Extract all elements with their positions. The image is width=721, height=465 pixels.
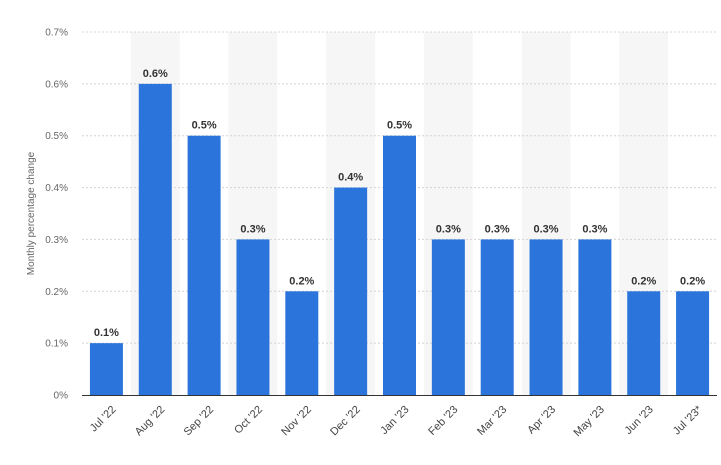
x-tick-label: Apr '23 [525, 404, 558, 437]
bar[interactable] [627, 291, 661, 395]
data-labels: 0.1% 0.6% 0.5% 0.3% 0.2% 0.4% 0.5% 0.3% 0.3% 0.3%… [94, 68, 705, 339]
data-label: 0.3% [436, 223, 461, 235]
bar[interactable] [187, 135, 221, 395]
y-axis-label: Monthly percentage change [26, 151, 37, 275]
y-tick-label: 0% [54, 391, 69, 402]
x-axis-ticks: Jul '22 Aug '22 Sep '22 Oct '22 Nov '22 Dec '… [88, 403, 705, 439]
y-tick-label: 0.7% [45, 28, 68, 39]
y-tick-label: 0.6% [45, 79, 68, 90]
y-tick-label: 0.3% [45, 235, 68, 246]
x-tick-label: Jan '23 [378, 404, 411, 437]
data-label: 0.5% [387, 120, 412, 132]
data-label: 0.5% [192, 120, 217, 132]
y-tick-label: 0.1% [45, 339, 68, 350]
data-label: 0.2% [680, 275, 705, 287]
x-tick-label: Jul '22 [88, 404, 119, 435]
y-tick-label: 0.2% [45, 287, 68, 298]
data-label: 0.1% [94, 327, 119, 339]
bar[interactable] [138, 83, 172, 395]
bar[interactable] [529, 239, 563, 395]
data-label: 0.3% [582, 223, 607, 235]
x-tick-label: Mar '23 [475, 404, 509, 438]
bar[interactable] [236, 239, 270, 395]
x-tick-label: Oct '22 [232, 404, 265, 437]
bar[interactable] [480, 239, 514, 395]
bar[interactable] [334, 187, 368, 395]
bar[interactable] [285, 291, 319, 395]
bar[interactable] [383, 135, 416, 395]
bar[interactable] [431, 239, 465, 395]
x-tick-label: May '23 [572, 404, 607, 439]
x-tick-label: Sep '22 [182, 404, 217, 439]
bar[interactable] [676, 291, 710, 395]
y-axis-ticks: 0% 0.1% 0.2% 0.3% 0.4% 0.5% 0.6% 0.7% [45, 28, 68, 402]
data-label: 0.3% [533, 223, 558, 235]
data-label: 0.6% [143, 68, 168, 80]
x-tick-label: Aug '22 [133, 404, 168, 439]
data-label: 0.2% [289, 275, 314, 287]
data-label: 0.2% [631, 275, 656, 287]
x-tick-label: Jul '23* [671, 403, 705, 437]
data-label: 0.3% [485, 223, 510, 235]
data-label: 0.3% [240, 223, 265, 235]
y-tick-label: 0.5% [45, 131, 68, 142]
y-tick-label: 0.4% [45, 183, 68, 194]
bar[interactable] [578, 239, 612, 395]
x-tick-label: Jun '23 [623, 404, 656, 437]
bar[interactable] [89, 343, 123, 395]
bars [89, 83, 710, 395]
x-tick-label: Nov '22 [279, 404, 314, 439]
x-tick-label: Dec '22 [328, 404, 363, 439]
data-label: 0.4% [338, 172, 363, 184]
x-tick-label: Feb '23 [426, 404, 460, 438]
